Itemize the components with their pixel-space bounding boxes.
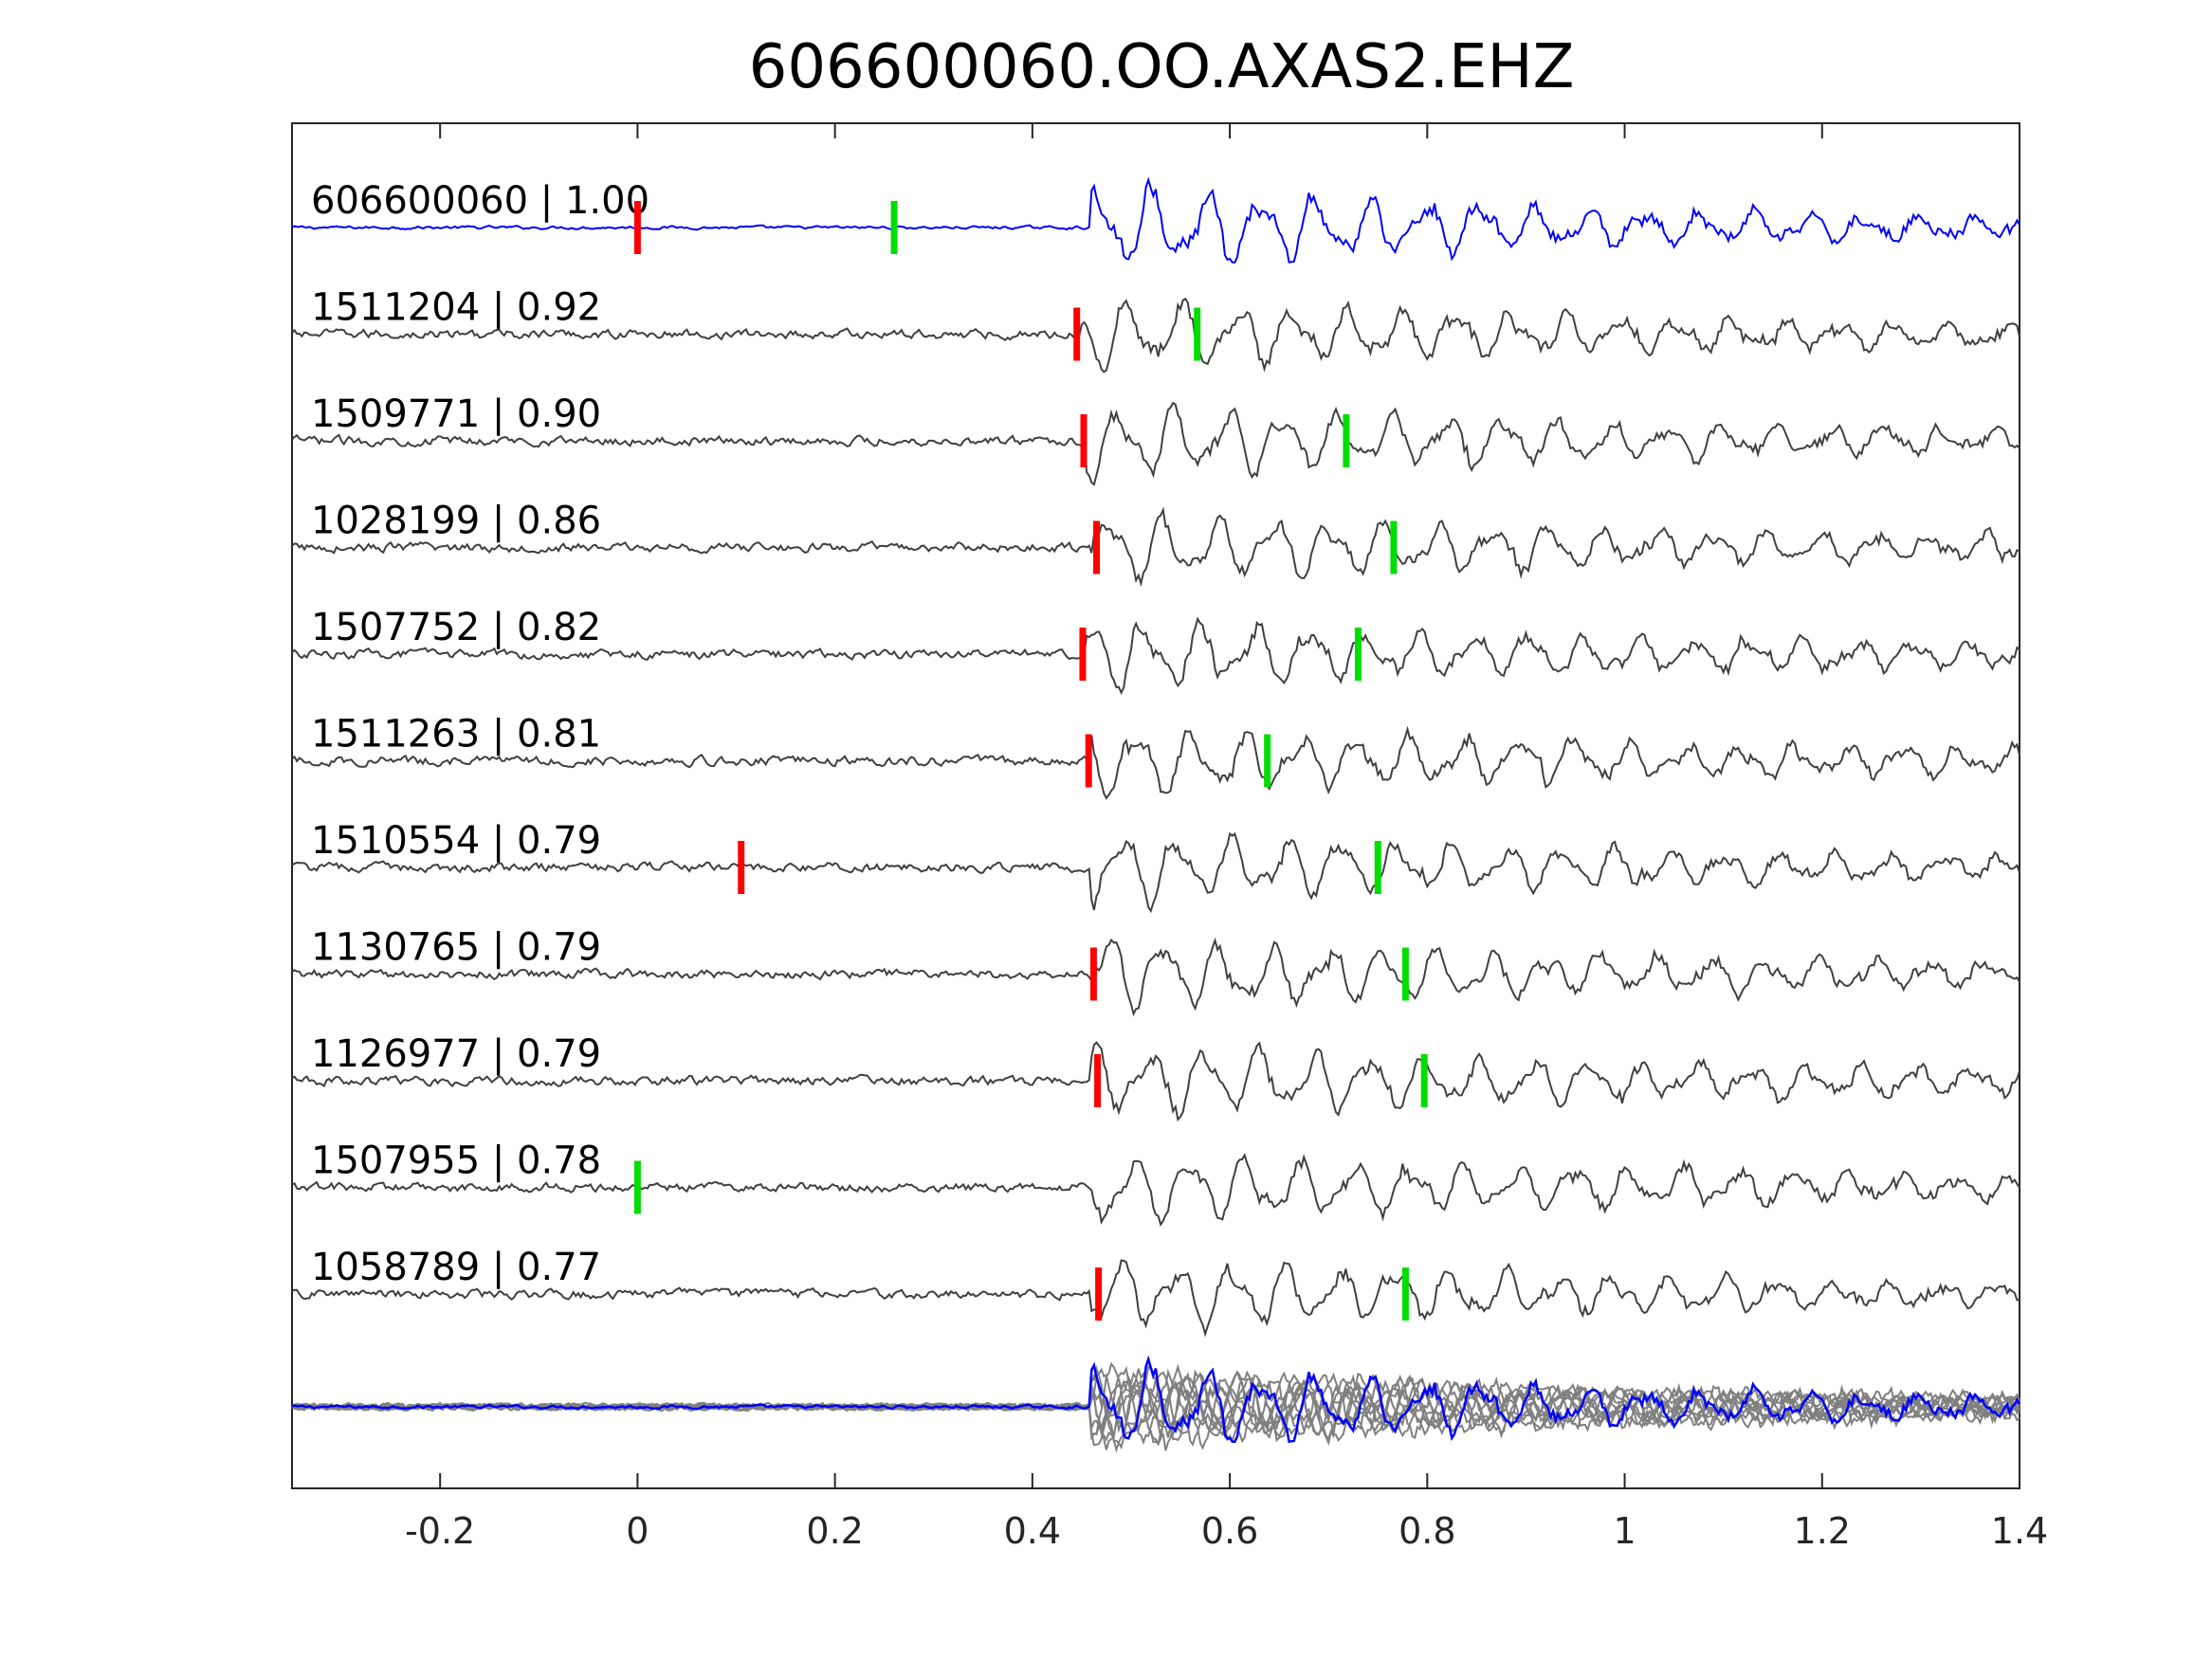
trace-row: 1028199 | 0.86 [291,500,2020,588]
match-trace-line [291,1259,2020,1338]
trace-label: 1507752 | 0.82 [311,606,601,649]
trace-label: 1511204 | 0.92 [311,286,601,330]
overlay-template-line [291,1355,2021,1444]
trace-label: 606600060 | 1.00 [311,179,649,223]
x-tick-label: 1 [1613,1510,1636,1552]
x-tick-label: 0 [626,1510,649,1552]
x-axis-ticks [439,123,2020,1488]
trace-label: 1028199 | 0.86 [311,500,601,543]
match-trace-line [291,506,2020,588]
x-tick-label: 1.2 [1794,1510,1851,1552]
trace-row: 1058789 | 0.77 [291,1246,2020,1338]
x-tick-label: -0.2 [405,1510,475,1552]
trace-row: 1511263 | 0.81 [291,713,2020,800]
trace-label: 1509771 | 0.90 [311,392,601,436]
trace-label: 1511263 | 0.81 [311,713,601,757]
match-trace-line [291,297,2020,374]
trace-row: 1507752 | 0.82 [291,606,2020,695]
match-trace-line [291,1153,2020,1228]
match-trace-line [291,937,2020,1017]
trace-label: 1507955 | 0.78 [311,1139,601,1183]
trace-label: 1058789 | 0.77 [311,1246,601,1289]
trace-label: 1126977 | 0.79 [311,1032,601,1076]
x-tick-label: 0.6 [1201,1510,1258,1552]
x-tick-label: 0.8 [1398,1510,1455,1552]
x-tick-label: 0.4 [1004,1510,1061,1552]
trace-row: 1509771 | 0.90 [291,392,2020,486]
match-trace-line [291,1041,2020,1122]
trace-row: 1510554 | 0.79 [291,819,2020,914]
template-trace-line [291,176,2020,264]
trace-row: 1126977 | 0.79 [291,1032,2020,1122]
match-trace-line [291,616,2020,695]
x-axis-tick-labels: -0.2 0 0.2 0.4 0.6 0.8 1 1.2 1.4 [405,1510,2048,1552]
overlay-match-line [291,1370,2020,1451]
x-tick-label: 0.2 [806,1510,863,1552]
plot-frame [291,122,2020,1489]
trace-row: 1507955 | 0.78 [291,1139,2020,1228]
trace-label: 1130765 | 0.79 [311,926,601,970]
match-trace-line [291,831,2020,914]
trace-row: 606600060 | 1.00 [291,176,2020,264]
chart-title: 606600060.OO.AXAS2.EHZ [749,32,1575,102]
x-tick-label: 1.4 [1991,1510,2048,1552]
overlay-panel [291,1355,2021,1453]
trace-label: 1510554 | 0.79 [311,819,601,863]
trace-row: 1511204 | 0.92 [291,286,2020,374]
match-trace-line [291,725,2020,800]
trace-stack: 606600060 | 1.00 1511204 | 0.92 1509771 | … [291,176,2020,1338]
trace-row: 1130765 | 0.79 [291,926,2020,1017]
match-trace-line [291,401,2020,486]
